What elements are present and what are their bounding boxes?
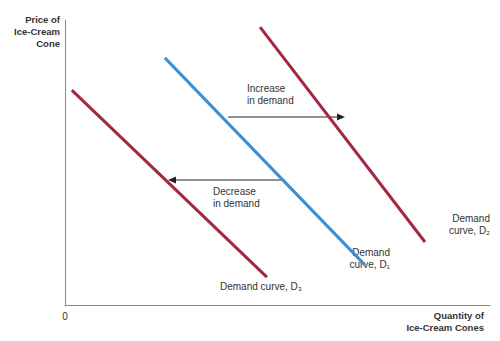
svg-text:Demand: Demand: [452, 213, 490, 224]
svg-text:Increase: Increase: [247, 83, 286, 94]
svg-text:Price of: Price of: [25, 14, 61, 25]
svg-text:in demand: in demand: [213, 198, 260, 209]
svg-text:Cone: Cone: [36, 38, 60, 49]
svg-text:curve, D₁: curve, D₁: [349, 259, 390, 270]
svg-text:in demand: in demand: [247, 95, 294, 106]
svg-text:Quantity of: Quantity of: [434, 310, 485, 321]
svg-text:Demand curve, D₃: Demand curve, D₃: [220, 281, 302, 292]
svg-text:Ice-Cream: Ice-Cream: [14, 26, 60, 37]
svg-text:Decrease: Decrease: [213, 186, 256, 197]
svg-text:curve, D₂: curve, D₂: [449, 225, 490, 236]
svg-text:Ice-Cream Cones: Ice-Cream Cones: [406, 322, 484, 333]
svg-text:0: 0: [62, 311, 68, 322]
svg-text:Demand: Demand: [352, 246, 390, 258]
